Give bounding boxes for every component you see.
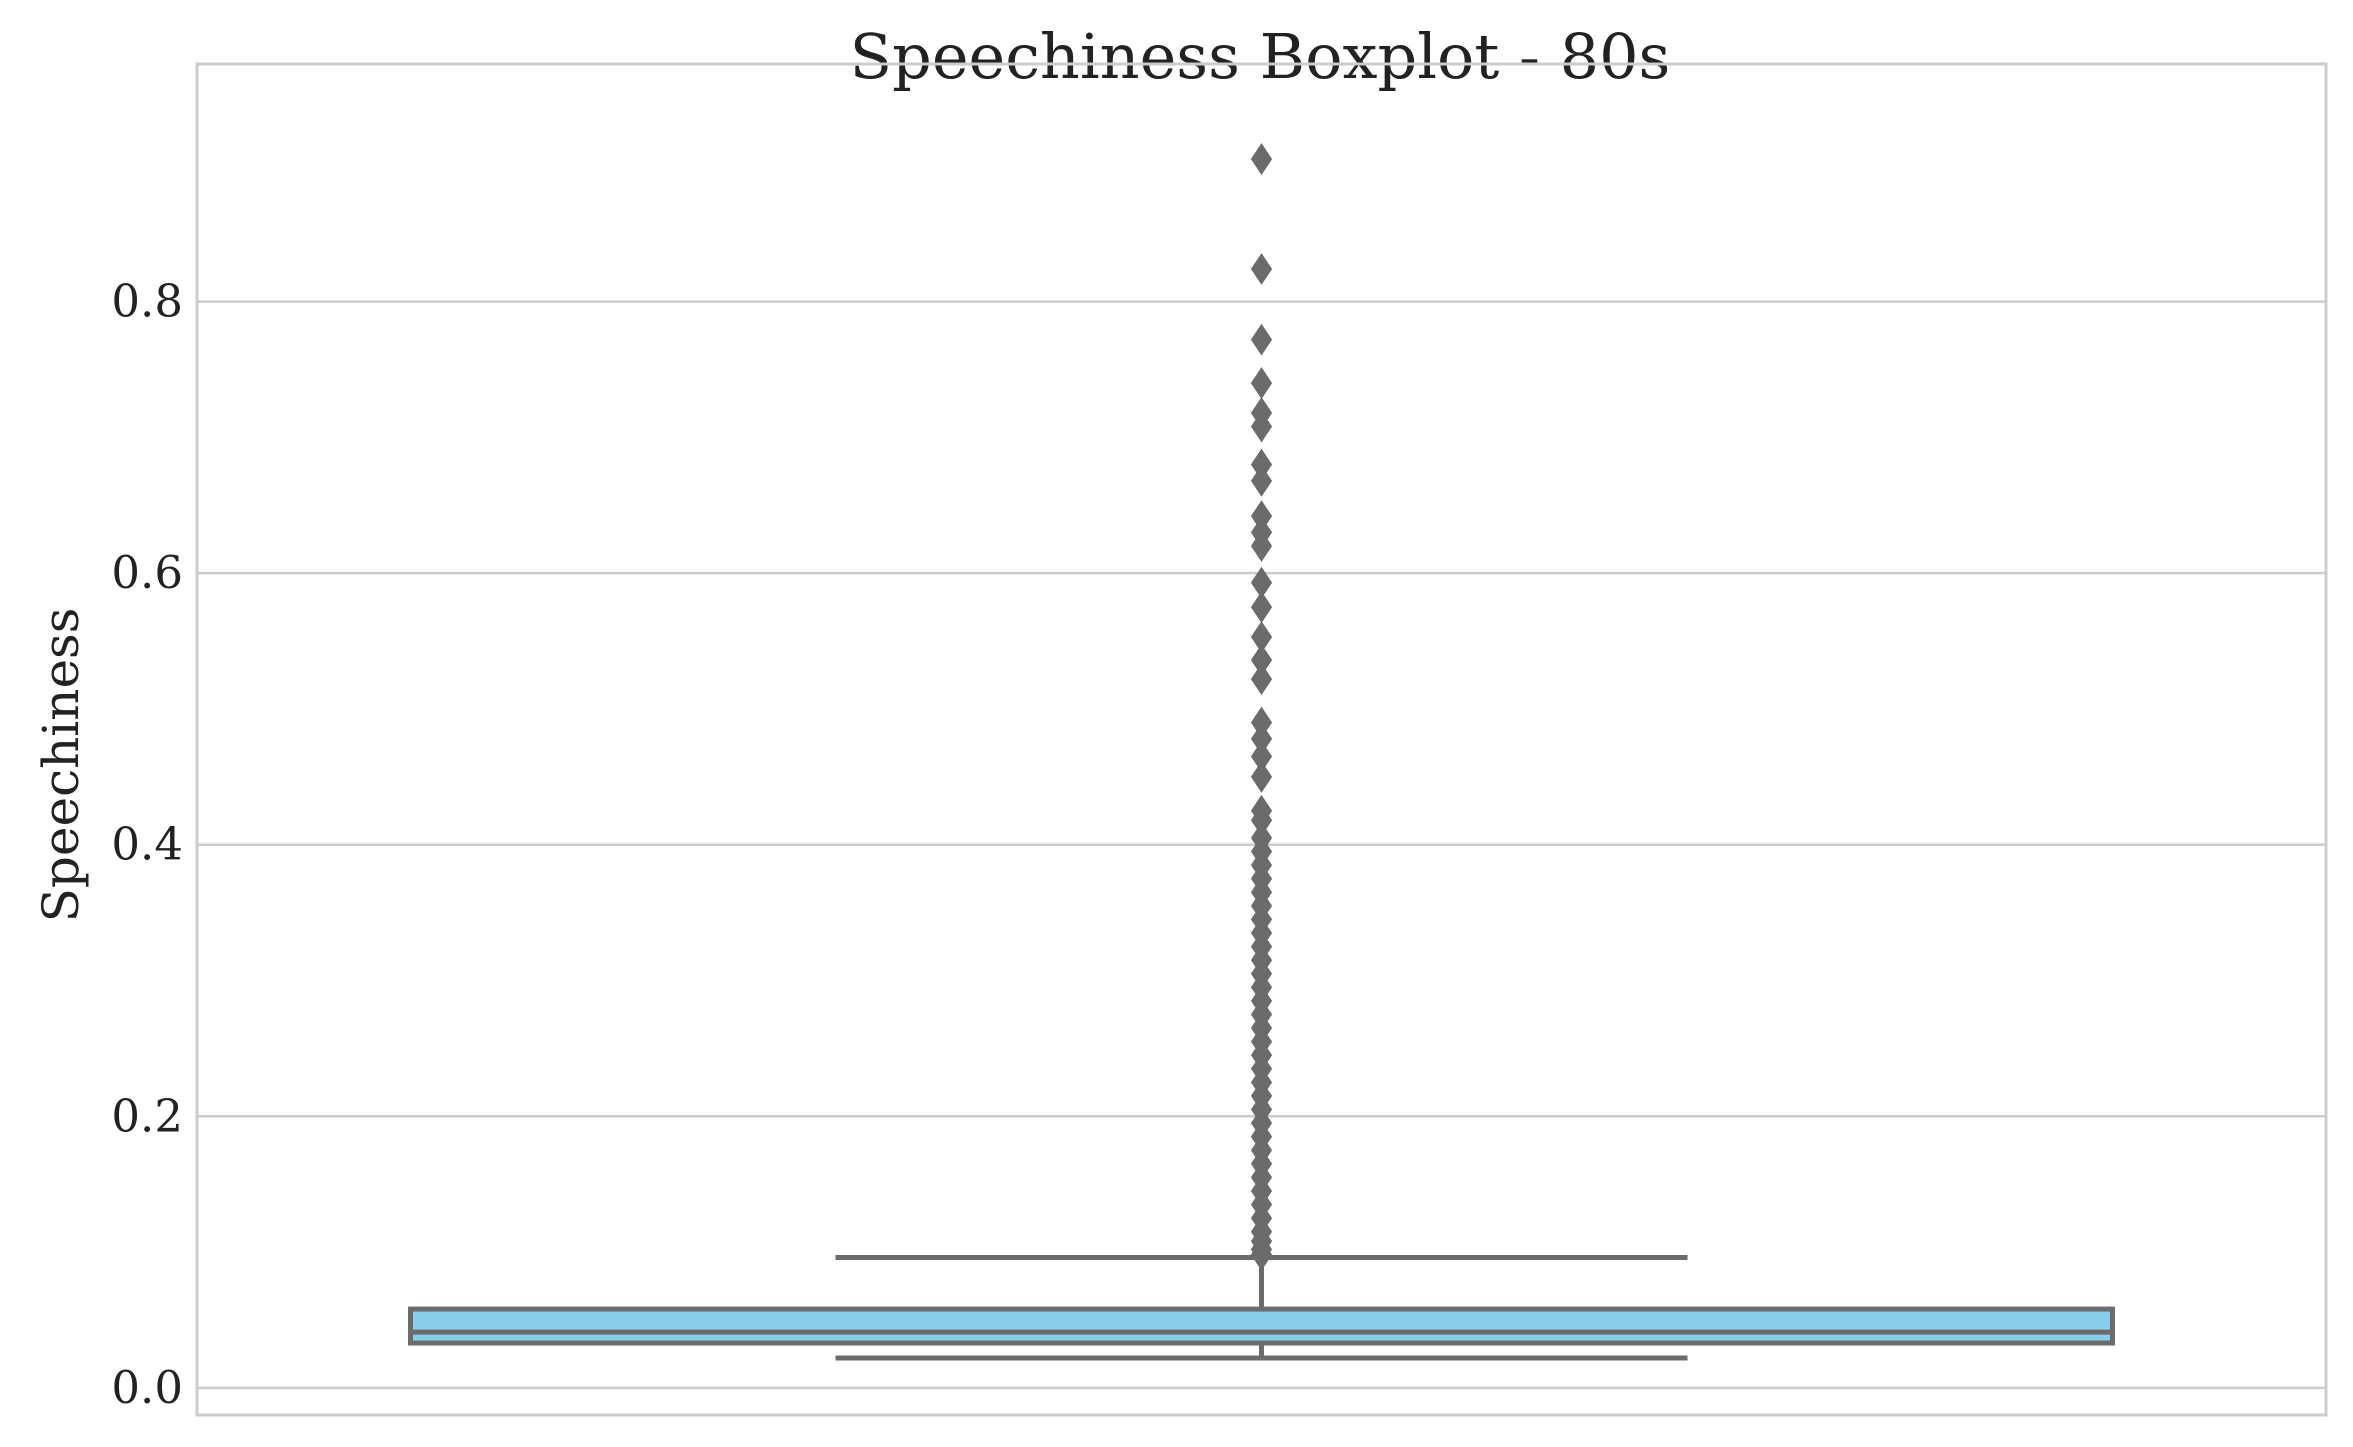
outlier-point [1250, 464, 1273, 497]
y-tick-label: 0.2 [111, 1089, 183, 1142]
outlier-point [1250, 591, 1273, 624]
plot-area [408, 143, 2115, 1361]
outlier-point [1250, 323, 1273, 356]
y-tick-label: 0.8 [111, 275, 183, 328]
y-tick-label: 0.6 [111, 546, 183, 599]
axes-frame [195, 62, 2328, 1417]
outlier-point [1250, 530, 1273, 562]
y-tick-label: 0.0 [111, 1361, 183, 1414]
y-tick-label: 0.4 [111, 818, 183, 871]
outlier-point [1250, 410, 1273, 443]
outlier-point [1250, 253, 1273, 285]
chart-title: Speechiness Boxplot - 80s [850, 20, 1671, 93]
outlier-point [1250, 143, 1273, 175]
y-axis-label: Speechiness [32, 608, 90, 923]
y-axis-ticks: 0.0 0.2 0.4 0.6 0.8 [111, 275, 183, 1414]
outlier-point [1250, 1238, 1273, 1271]
outlier-point [1250, 663, 1273, 695]
outlier-point [1250, 760, 1273, 793]
iqr-box [408, 1306, 2115, 1346]
outlier-point [1250, 367, 1273, 399]
